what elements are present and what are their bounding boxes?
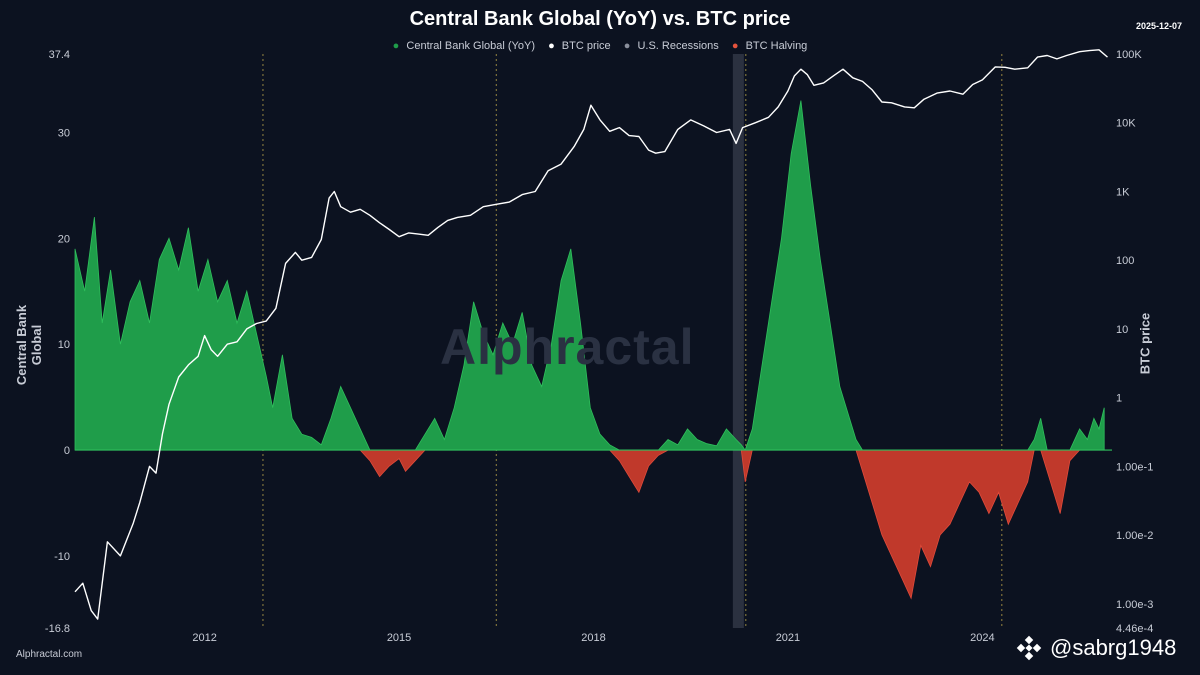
y-right-tick-label: 1.00e-1 (1116, 461, 1153, 473)
chart-title: Central Bank Global (YoY) vs. BTC price (409, 8, 791, 30)
y-right-tick-label: 1.00e-3 (1116, 599, 1153, 611)
y-left-tick-label: 20 (58, 233, 70, 245)
y-axis-left-label: Central Bank Global (14, 304, 44, 386)
y-left-tick-label: -16.8 (45, 623, 70, 635)
y-right-tick-label: 100K (1116, 49, 1142, 61)
handle-text: @sabrg1948 (1050, 635, 1177, 660)
y-left-tick-label: 10 (58, 339, 70, 351)
legend: ● Central Bank Global (YoY) ● BTC price … (0, 40, 1200, 52)
legend-label: BTC price (561, 40, 611, 52)
x-tick-label: 2012 (192, 632, 216, 644)
author-handle: @sabrg1948 (1016, 635, 1176, 661)
legend-item-halving[interactable]: ● BTC Halving (732, 40, 807, 52)
legend-item-cb[interactable]: ● Central Bank Global (YoY) (393, 40, 535, 52)
y-right-tick-label: 4.46e-4 (1116, 623, 1153, 635)
y-right-tick-label: 10 (1116, 324, 1128, 336)
x-tick-label: 2021 (776, 632, 800, 644)
y-left-tick-label: 0 (64, 445, 70, 457)
legend-item-btc[interactable]: ● BTC price (548, 40, 611, 52)
recession-band (732, 54, 744, 628)
source-label: Alphractal.com (16, 649, 83, 660)
legend-marker-icon: ● (731, 40, 739, 52)
legend-marker-icon: ● (623, 40, 631, 52)
y-right-tick-label: 10K (1116, 118, 1136, 130)
date-label: 2025-12-07 (1135, 21, 1182, 31)
central-bank-negative-area (75, 449, 1105, 600)
legend-item-recessions[interactable]: ● U.S. Recessions (624, 40, 719, 52)
legend-label: Central Bank Global (YoY) (406, 40, 535, 52)
btc-price-line (74, 49, 1108, 620)
x-tick-label: 2018 (581, 632, 605, 644)
y-left-tick-label: -10 (54, 551, 70, 563)
legend-marker-icon: ● (548, 40, 555, 52)
central-bank-positive-area (74, 100, 1105, 451)
y-right-tick-label: 1.00e-2 (1116, 530, 1153, 542)
legend-marker-icon: ● (392, 40, 400, 52)
y-left-tick-label: 37.4 (49, 49, 70, 61)
x-tick-label: 2024 (970, 632, 994, 644)
watermark: Alphractal (440, 319, 695, 375)
y-left-tick-label: 30 (58, 127, 70, 139)
y-right-tick-label: 100 (1116, 255, 1134, 267)
y-right-tick-label: 1 (1116, 393, 1122, 405)
legend-label: U.S. Recessions (637, 40, 719, 52)
binance-logo-icon (1016, 635, 1042, 661)
y-right-tick-label: 1K (1116, 186, 1130, 198)
x-tick-label: 2015 (387, 632, 411, 644)
legend-label: BTC Halving (745, 40, 808, 52)
y-axis-right-label: BTC price (1137, 312, 1153, 375)
